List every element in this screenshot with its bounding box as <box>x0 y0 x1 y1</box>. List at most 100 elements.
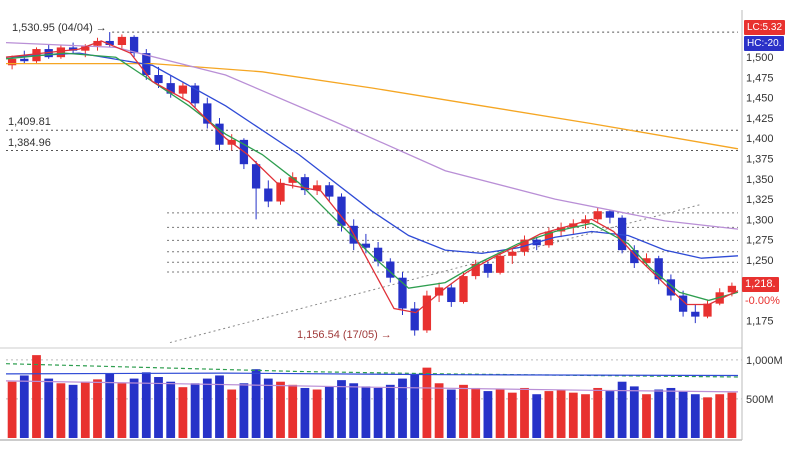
price-tick-label: 1,475 <box>746 72 774 84</box>
volume-bar <box>703 397 712 438</box>
volume-bar <box>593 387 603 438</box>
price-tick-label: 1,425 <box>746 113 774 125</box>
change-percent-label: -0.00% <box>745 295 780 307</box>
hc-badge: HC:-20. <box>744 36 785 51</box>
candle-body <box>117 36 127 45</box>
volume-bar <box>227 389 237 438</box>
price-tick-label: 1,350 <box>746 174 774 186</box>
ma5-line <box>5 40 739 314</box>
price-tick-label: 1,250 <box>746 255 774 267</box>
ma20-line <box>5 52 739 259</box>
candle-body <box>81 45 90 51</box>
candle-body <box>605 211 615 218</box>
volume-bar <box>568 392 578 438</box>
price-tick-label: 1,325 <box>746 194 774 206</box>
candle-body <box>593 211 602 220</box>
candle-body <box>312 185 322 191</box>
volume-bar <box>239 383 249 438</box>
volume-bar <box>251 369 261 438</box>
candle-body <box>178 85 188 94</box>
volume-bar <box>434 383 444 438</box>
candle-body <box>215 123 224 145</box>
level-annotation-1384: 1,384.96 <box>8 137 51 149</box>
candle-body <box>300 177 310 191</box>
volume-bar <box>288 384 298 438</box>
volume-bar <box>141 372 151 438</box>
volume-bar <box>80 381 90 438</box>
price-tick-label: 1,275 <box>746 235 774 247</box>
volume-bar <box>507 392 517 438</box>
volume-bar <box>398 378 407 438</box>
candle-body <box>251 164 261 189</box>
trendline <box>169 204 701 344</box>
volume-bar <box>202 378 212 438</box>
candle-body <box>398 277 407 309</box>
volume-bar <box>300 387 310 438</box>
volume-bar <box>629 386 639 438</box>
volume-bar <box>263 378 273 438</box>
candle-body <box>337 196 346 226</box>
volume-bar <box>56 383 66 438</box>
volume-bar <box>520 387 529 438</box>
candle-body <box>666 279 676 296</box>
candle-body <box>691 311 700 317</box>
price-tick-label: 1,450 <box>746 93 774 105</box>
volume-bar <box>105 373 115 438</box>
candle-body <box>166 83 175 94</box>
volume-bar <box>324 386 334 438</box>
candle-body <box>459 276 468 303</box>
candle-body <box>569 223 578 228</box>
candle-body <box>654 258 663 280</box>
volume-bar <box>337 380 346 438</box>
candle-body <box>361 243 371 248</box>
candle-body <box>288 177 297 183</box>
candle-body <box>410 308 419 331</box>
candle-body <box>264 188 273 202</box>
volume-bar <box>276 381 285 438</box>
candle-body <box>447 287 456 303</box>
candle-body <box>373 247 383 262</box>
volume-bar <box>532 394 542 438</box>
candle-body <box>617 217 627 251</box>
volume-bar <box>215 375 224 438</box>
candle-body <box>508 251 517 256</box>
volume-bar <box>385 384 395 438</box>
volume-tick-label: 1,000M <box>746 355 783 367</box>
volume-bar <box>544 391 554 438</box>
level-annotation-1409: 1,409.81 <box>8 116 51 128</box>
candle-body <box>556 227 566 232</box>
volume-bar <box>93 379 102 438</box>
volume-bar <box>7 381 17 438</box>
volume-bar <box>154 377 163 438</box>
candle-body <box>44 49 53 58</box>
volume-bar <box>471 387 481 438</box>
volume-bar <box>373 387 383 438</box>
volume-bar <box>642 394 651 438</box>
candle-body <box>105 40 114 45</box>
volume-bar <box>166 381 176 438</box>
volume-bar <box>410 373 420 438</box>
candle-body <box>56 47 66 58</box>
candle-body <box>434 287 444 296</box>
candle-body <box>190 85 200 104</box>
volume-bar <box>495 389 505 438</box>
candle-body <box>68 47 78 51</box>
candle-body <box>678 295 688 312</box>
volume-bar <box>678 391 688 438</box>
candle-body <box>727 285 737 293</box>
volume-bar <box>617 381 627 438</box>
volume-bar <box>446 389 456 438</box>
volume-tick-label: 500M <box>746 394 774 406</box>
volume-bar <box>68 384 78 438</box>
price-tick-label: 1,375 <box>746 154 774 166</box>
volume-bar <box>483 391 493 438</box>
candle-body <box>129 36 139 54</box>
candle-body <box>203 103 212 124</box>
price-tick-label: 1,400 <box>746 133 774 145</box>
peak-price-annotation: 1,530.95 (04/04) → <box>12 22 107 34</box>
candle-body <box>471 263 480 277</box>
price-tick-label: 1,175 <box>746 316 774 328</box>
volume-bar <box>422 367 432 438</box>
candle-body <box>630 250 639 264</box>
